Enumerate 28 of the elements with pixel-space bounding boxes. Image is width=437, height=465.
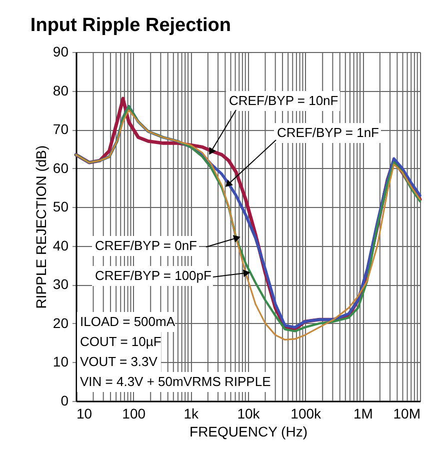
x-tick-label: 1k	[184, 406, 200, 422]
annotation: COUT = 10µF	[80, 334, 162, 349]
y-tick-label: 90	[52, 44, 69, 60]
annotation: ILOAD = 500mA	[80, 314, 176, 329]
x-tick-label: 100k	[290, 406, 322, 422]
legend-label: CREF/BYP = 100pF	[95, 268, 212, 283]
x-tick-label: 1M	[353, 406, 373, 422]
y-tick-label: 40	[52, 237, 69, 254]
y-tick-label: 70	[52, 121, 69, 138]
series-label: CREF/BYP = 1nF	[277, 125, 380, 140]
text: CREF/BYP = 10nF	[229, 93, 338, 108]
y-tick-label: 10	[52, 354, 69, 370]
y-tick-label: 20	[52, 314, 69, 331]
x-axis-title: FREQUENCY (Hz)	[190, 424, 308, 440]
y-tick-label: 30	[52, 276, 69, 292]
x-tick-label: 10M	[393, 406, 420, 422]
y-axis-title: RIPPLE REJECTION (dB)	[32, 145, 49, 309]
chart-title: Input Ripple Rejection	[30, 15, 231, 36]
y-tick-label: 80	[52, 82, 69, 98]
legend-label: CREF/BYP = 0nF	[95, 238, 198, 253]
annotation: VIN = 4.3V + 50mVRMS RIPPLE	[80, 374, 272, 389]
annotation: VOUT = 3.3V	[80, 354, 158, 369]
y-tick-label: 60	[52, 160, 69, 176]
y-tick-label: 0	[60, 392, 69, 408]
y-tick-label: 50	[52, 198, 69, 215]
x-tick-label: 10k	[237, 406, 261, 422]
x-tick-label: 100	[122, 406, 146, 422]
x-tick-label: 10	[76, 406, 92, 422]
